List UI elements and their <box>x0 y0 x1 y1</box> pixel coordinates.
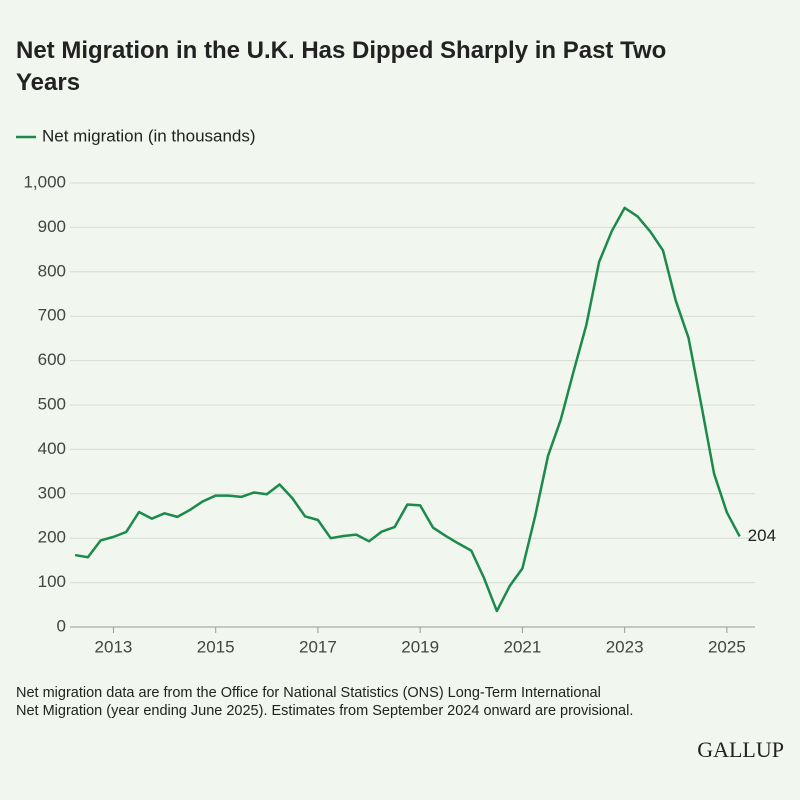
x-tick-label: 2023 <box>606 637 644 656</box>
x-tick-label: 2017 <box>299 637 337 656</box>
legend-label: Net migration (in thousands) <box>42 126 256 145</box>
x-tick-label: 2015 <box>197 637 235 656</box>
x-tick-label: 2025 <box>708 637 746 656</box>
y-tick-label: 0 <box>57 616 66 635</box>
y-tick-label: 900 <box>38 217 66 236</box>
y-tick-label: 600 <box>38 350 66 369</box>
y-tick-label: 400 <box>38 439 66 458</box>
x-tick-label: 2013 <box>95 637 133 656</box>
y-tick-label: 800 <box>38 261 66 280</box>
x-tick-label: 2021 <box>503 637 541 656</box>
y-tick-label: 500 <box>38 394 66 413</box>
x-tick-label: 2019 <box>401 637 439 656</box>
note: Net migration data are from the Office f… <box>16 685 633 719</box>
data-line <box>74 206 741 613</box>
end-label: 204 <box>748 526 776 545</box>
chart-title: Net Migration in the U.K. Has Dipped Sha… <box>16 37 666 96</box>
y-tick-label: 200 <box>38 528 66 547</box>
y-tick-label: 100 <box>38 572 66 591</box>
y-tick-label: 1,000 <box>23 172 66 191</box>
logo: GALLUP <box>697 737 784 762</box>
y-tick-label: 300 <box>38 483 66 502</box>
y-tick-label: 700 <box>38 306 66 325</box>
